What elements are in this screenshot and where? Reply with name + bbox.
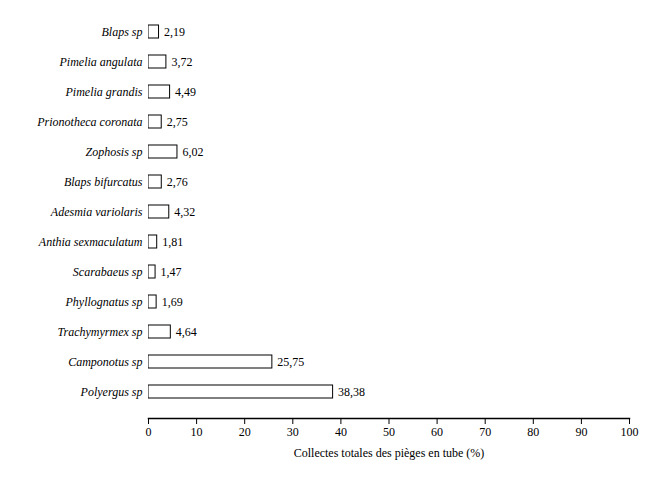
svg-text:Phyllognatus sp: Phyllognatus sp xyxy=(65,295,143,309)
svg-text:100: 100 xyxy=(621,425,639,439)
svg-text:2,19: 2,19 xyxy=(164,25,185,39)
svg-text:Zophosis sp: Zophosis sp xyxy=(85,145,142,159)
svg-text:90: 90 xyxy=(575,425,587,439)
svg-text:80: 80 xyxy=(527,425,539,439)
svg-text:1,81: 1,81 xyxy=(162,235,183,249)
svg-text:Trachymyrmex sp: Trachymyrmex sp xyxy=(58,325,143,339)
svg-text:2,75: 2,75 xyxy=(167,115,188,129)
svg-text:1,69: 1,69 xyxy=(162,295,183,309)
svg-text:10: 10 xyxy=(191,425,203,439)
svg-text:50: 50 xyxy=(383,425,395,439)
svg-text:Scarabaeus sp: Scarabaeus sp xyxy=(73,265,143,279)
svg-text:Blaps bifurcatus: Blaps bifurcatus xyxy=(64,175,143,189)
svg-text:38,38: 38,38 xyxy=(338,385,365,399)
svg-text:Pimelia angulata: Pimelia angulata xyxy=(59,55,143,69)
svg-text:Adesmia variolaris: Adesmia variolaris xyxy=(50,205,143,219)
svg-text:0: 0 xyxy=(146,425,152,439)
svg-text:60: 60 xyxy=(431,425,443,439)
svg-text:2,76: 2,76 xyxy=(167,175,188,189)
svg-text:Polyergus sp: Polyergus sp xyxy=(80,385,143,399)
svg-text:4,49: 4,49 xyxy=(175,85,196,99)
svg-text:30: 30 xyxy=(287,425,299,439)
svg-text:3,72: 3,72 xyxy=(171,55,192,69)
svg-text:Collectes totales des pièges e: Collectes totales des pièges en tube (%) xyxy=(294,446,485,460)
svg-text:40: 40 xyxy=(335,425,347,439)
svg-text:Camponotus sp: Camponotus sp xyxy=(68,355,142,369)
svg-text:70: 70 xyxy=(479,425,491,439)
svg-text:25,75: 25,75 xyxy=(277,355,304,369)
svg-text:Blaps sp: Blaps sp xyxy=(101,25,142,39)
svg-text:Anthia sexmaculatum: Anthia sexmaculatum xyxy=(38,235,143,249)
svg-text:6,02: 6,02 xyxy=(182,145,203,159)
svg-text:4,32: 4,32 xyxy=(174,205,195,219)
svg-text:1,47: 1,47 xyxy=(161,265,182,279)
svg-text:20: 20 xyxy=(239,425,251,439)
svg-text:Prionotheca coronata: Prionotheca coronata xyxy=(36,115,142,129)
svg-text:4,64: 4,64 xyxy=(176,325,197,339)
svg-text:Pimelia grandis: Pimelia grandis xyxy=(65,85,143,99)
